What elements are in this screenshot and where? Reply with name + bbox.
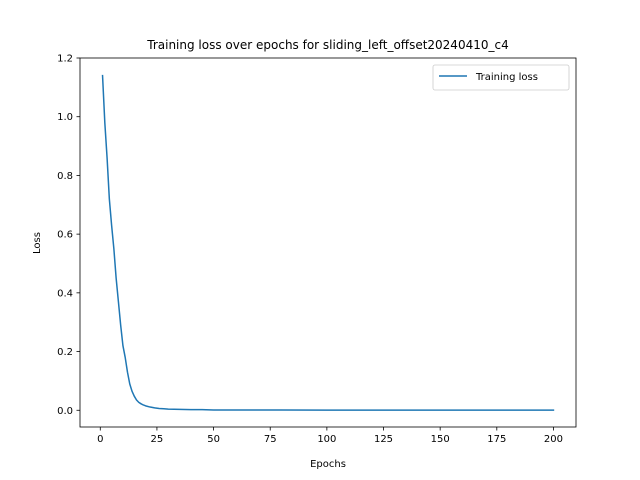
x-axis-label: Epochs (310, 459, 346, 470)
x-tick-label: 100 (317, 434, 336, 445)
plot-area (80, 58, 576, 427)
legend-label: Training loss (475, 72, 538, 83)
y-tick-label: 0.4 (57, 288, 73, 299)
chart-title: Training loss over epochs for sliding_le… (146, 38, 508, 52)
y-tick-label: 0.6 (57, 230, 73, 241)
x-tick-label: 175 (487, 434, 506, 445)
x-tick-label: 125 (374, 434, 393, 445)
y-tick-label: 1.2 (57, 54, 73, 65)
y-tick-label: 1.0 (57, 112, 73, 123)
x-tick-label: 25 (151, 434, 164, 445)
x-tick-label: 0 (97, 434, 103, 445)
x-tick-label: 200 (544, 434, 563, 445)
plot-frame (79, 57, 577, 428)
y-tick-label: 0.2 (57, 347, 73, 358)
x-axis-ticks: 0 25 50 75 100 125 150 175 200 (97, 427, 563, 445)
legend: Training loss (432, 64, 570, 91)
x-tick-label: 75 (264, 434, 277, 445)
x-tick-label: 150 (431, 434, 450, 445)
training-loss-line (101, 74, 555, 411)
y-tick-label: 0.0 (57, 406, 73, 417)
legend-box (432, 64, 570, 91)
x-tick-label: 50 (207, 434, 220, 445)
y-axis-label: Loss (32, 232, 43, 254)
y-axis-ticks: 0.0 0.2 0.4 0.6 0.8 1.0 1.2 (57, 54, 80, 417)
y-tick-label: 0.8 (57, 171, 73, 182)
